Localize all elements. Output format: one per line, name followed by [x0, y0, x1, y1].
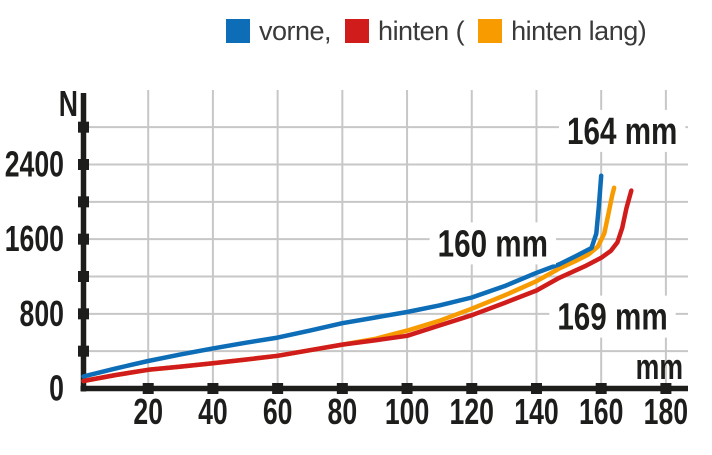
- y-tick-mark: [78, 308, 89, 320]
- y-tick-mark: [78, 121, 89, 133]
- legend-label-vorne: vorne,: [259, 16, 332, 46]
- x-tick-mark: [401, 383, 413, 394]
- x-tick-label: 40: [198, 391, 228, 432]
- x-tick-label: 160: [579, 391, 623, 432]
- y-tick-label: 800: [20, 293, 64, 334]
- curve-annotation-label: 160 mm: [438, 223, 548, 265]
- x-tick-label: 180: [644, 391, 688, 432]
- y-tick-label: 0: [49, 368, 64, 409]
- chart-legend: vorne, hinten ( hinten lang): [226, 16, 647, 46]
- curve-annotation-label: 169 mm: [557, 296, 667, 338]
- x-tick-label: 80: [328, 391, 358, 432]
- x-tick-mark: [530, 383, 542, 394]
- x-tick-label: 100: [385, 391, 429, 432]
- legend-label-hinten-lang: hinten lang): [511, 16, 647, 46]
- x-tick-mark: [142, 383, 154, 394]
- y-tick-mark: [78, 345, 89, 357]
- x-tick-mark: [466, 383, 478, 394]
- y-tick-mark: [78, 159, 89, 171]
- legend-swatch-hinten-icon: [345, 19, 370, 43]
- x-tick-mark: [595, 383, 607, 394]
- series-curve-hinten: [81, 188, 634, 384]
- legend-swatch-hinten-lang-icon: [478, 19, 503, 43]
- x-tick-mark: [207, 383, 219, 394]
- y-tick-mark: [78, 271, 89, 283]
- annotation-backing: [549, 295, 676, 338]
- y-tick-mark: [78, 233, 89, 245]
- legend-swatch-vorne-icon: [226, 19, 250, 43]
- y-tick-label: 1600: [5, 218, 64, 259]
- series-curve-vorne: [81, 173, 604, 379]
- y-axis-unit-label: N: [59, 83, 78, 124]
- legend-item-hinten: hinten (: [345, 16, 465, 46]
- x-tick-mark: [660, 383, 672, 394]
- annotation-backing: [429, 222, 556, 265]
- x-tick-mark: [272, 383, 284, 394]
- legend-label-hinten: hinten (: [378, 16, 465, 46]
- x-tick-label: 120: [450, 391, 494, 432]
- x-tick-label: 20: [133, 391, 163, 432]
- x-tick-label: 140: [514, 391, 558, 432]
- annotation-backing: [559, 109, 686, 152]
- x-tick-label: 60: [263, 391, 293, 432]
- y-tick-label: 2400: [5, 144, 64, 185]
- legend-item-hinten-lang: hinten lang): [478, 16, 647, 46]
- curve-annotation-label: 164 mm: [567, 110, 677, 152]
- y-tick-mark: [78, 196, 89, 208]
- x-tick-mark: [336, 383, 348, 394]
- legend-item-vorne: vorne,: [226, 16, 332, 46]
- x-axis-unit-label: mm: [636, 346, 683, 387]
